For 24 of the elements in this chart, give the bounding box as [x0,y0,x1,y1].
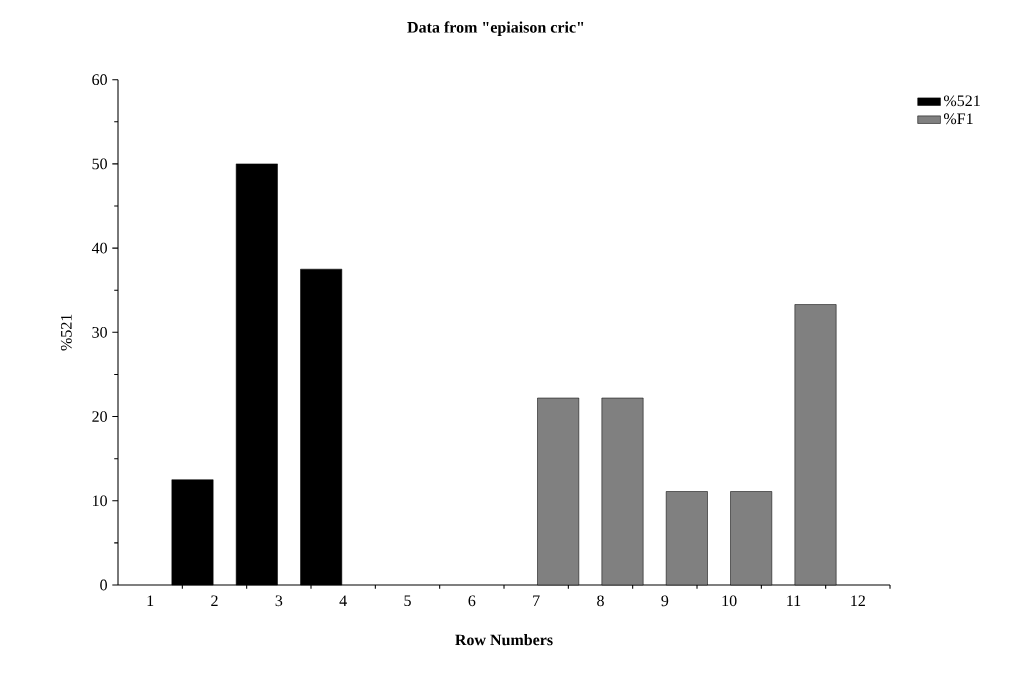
x-tick-label: 9 [661,595,669,607]
x-tick-label: 1 [147,595,154,606]
x-tick-label: 11 [787,595,801,606]
x-axis-title: Row Numbers [455,634,553,646]
y-axis-title: %521 [60,314,72,351]
x-tick-label: 10 [722,595,737,607]
y-tick-label: 50 [92,158,107,170]
legend-label: %F1 [943,113,973,125]
x-tick-label: 7 [533,595,540,606]
x-tick-label: 3 [275,595,283,607]
x-tick-label: 8 [597,595,604,607]
y-tick-label: 30 [92,326,107,338]
x-tick-label: 12 [851,595,865,606]
y-tick-label: 10 [93,495,107,507]
x-tick-label: 5 [404,595,411,607]
y-tick-label: 60 [92,74,107,86]
x-tick-label: 2 [211,595,218,606]
chart-title: Data from "epiaison cric" [407,21,584,36]
x-tick-label: 4 [339,595,347,606]
legend-label: %521 [943,95,980,107]
y-tick-label: 0 [100,579,107,591]
x-tick-label: 6 [468,595,476,607]
y-tick-label: 40 [91,242,107,254]
y-tick-label: 20 [92,411,107,422]
